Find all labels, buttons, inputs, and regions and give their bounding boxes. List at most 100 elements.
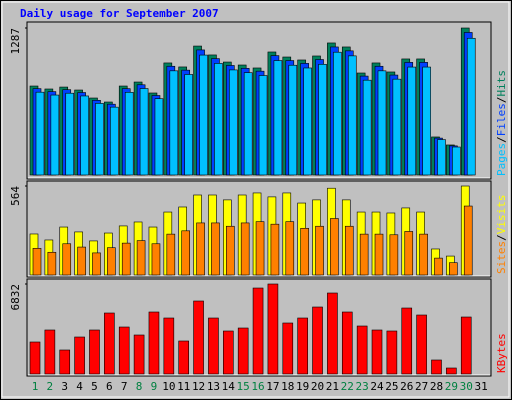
x-tick-label: 18 xyxy=(281,380,294,393)
bar xyxy=(211,222,220,276)
bar xyxy=(463,205,473,276)
bar xyxy=(452,146,461,176)
bar xyxy=(407,66,417,176)
bar xyxy=(139,88,149,176)
bar xyxy=(47,251,57,276)
bar xyxy=(89,329,100,375)
bar xyxy=(95,103,104,176)
x-tick-label: 7 xyxy=(121,380,128,393)
bar xyxy=(118,326,130,375)
bar xyxy=(199,54,208,176)
x-tick-label: 29 xyxy=(445,380,458,393)
bar xyxy=(344,225,354,276)
x-tick-label: 23 xyxy=(356,380,369,393)
bar xyxy=(318,64,327,176)
x-tick-label: 14 xyxy=(222,380,236,393)
x-tick-label: 26 xyxy=(400,380,413,393)
bar xyxy=(333,51,342,176)
bar xyxy=(422,66,431,176)
bar xyxy=(255,221,265,276)
bar xyxy=(44,329,56,375)
bar xyxy=(196,222,205,276)
bar xyxy=(449,262,458,276)
x-tick-label: 1 xyxy=(32,380,39,393)
bar xyxy=(315,225,324,276)
bar xyxy=(416,314,427,375)
x-tick-label: 16 xyxy=(251,380,264,393)
bar xyxy=(214,63,223,176)
legend: Sites/Visits xyxy=(495,195,508,275)
legend-entry: Visits xyxy=(495,195,508,235)
bar xyxy=(226,225,235,276)
bar xyxy=(392,78,402,176)
x-tick-label: 22 xyxy=(341,380,354,393)
bar xyxy=(374,233,384,276)
bar xyxy=(151,243,161,276)
bar xyxy=(460,316,472,375)
bar xyxy=(297,317,308,375)
bar xyxy=(50,94,60,176)
bar xyxy=(252,287,264,375)
bar xyxy=(359,233,369,276)
bar xyxy=(74,336,85,375)
bar xyxy=(166,233,176,276)
bar xyxy=(77,246,86,276)
bar xyxy=(389,234,399,276)
bar xyxy=(181,230,190,276)
x-tick-label: 11 xyxy=(177,380,190,393)
bar xyxy=(29,341,41,375)
legend-entry: Pages xyxy=(495,143,508,176)
legend-separator: / xyxy=(495,97,508,104)
bar xyxy=(377,70,387,176)
x-tick-label: 25 xyxy=(385,380,398,393)
bar xyxy=(273,60,283,176)
bar xyxy=(62,243,72,276)
legend-separator: / xyxy=(495,136,508,143)
x-tick-label: 4 xyxy=(76,380,83,393)
x-tick-label: 2 xyxy=(47,380,54,393)
y-tick-label: 564 xyxy=(9,186,22,206)
bar xyxy=(270,223,280,276)
x-tick-label: 17 xyxy=(266,380,279,393)
bar xyxy=(110,106,119,176)
bar xyxy=(347,55,357,176)
chart-title: Daily usage for September 2007 xyxy=(20,7,219,20)
x-tick-label: 3 xyxy=(61,380,68,393)
legend-entry: Files xyxy=(495,103,508,136)
y-tick-label: 1287 xyxy=(9,28,22,55)
legend-entry: Sites xyxy=(495,241,508,274)
x-tick-label: 15 xyxy=(237,380,250,393)
x-tick-label: 10 xyxy=(162,380,175,393)
bar xyxy=(133,334,145,375)
bar xyxy=(121,242,131,276)
bar xyxy=(327,292,338,375)
bar xyxy=(59,349,71,375)
x-tick-label: 24 xyxy=(370,380,384,393)
x-tick-label: 31 xyxy=(474,380,487,393)
x-tick-label: 8 xyxy=(136,380,143,393)
bar xyxy=(267,283,279,375)
x-tick-label: 5 xyxy=(91,380,98,393)
bar xyxy=(330,218,339,276)
legend-separator: / xyxy=(495,234,508,241)
bar xyxy=(229,69,238,176)
bar xyxy=(312,306,323,375)
bar xyxy=(243,72,253,176)
bar xyxy=(193,300,204,375)
bar xyxy=(282,322,294,375)
bar xyxy=(208,317,219,375)
bar xyxy=(437,139,446,176)
bar xyxy=(288,64,298,176)
bar xyxy=(178,340,189,375)
bar xyxy=(341,311,353,375)
bar xyxy=(80,95,89,176)
bar xyxy=(169,70,179,176)
y-tick-label: 6832 xyxy=(9,284,22,311)
bar xyxy=(92,252,101,276)
bar xyxy=(163,317,175,375)
legend: Pages/Files/Hits xyxy=(495,70,508,176)
bar xyxy=(107,247,116,276)
legend: KBytes xyxy=(495,333,508,373)
